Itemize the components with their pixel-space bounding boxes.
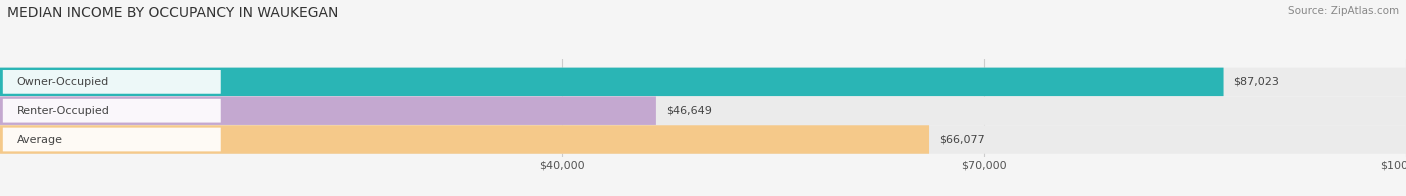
FancyBboxPatch shape — [0, 96, 1406, 125]
Text: $46,649: $46,649 — [665, 106, 711, 116]
Text: Average: Average — [17, 134, 63, 144]
FancyBboxPatch shape — [3, 128, 221, 151]
FancyBboxPatch shape — [0, 68, 1223, 96]
Text: Source: ZipAtlas.com: Source: ZipAtlas.com — [1288, 6, 1399, 16]
FancyBboxPatch shape — [3, 99, 221, 122]
FancyBboxPatch shape — [3, 70, 221, 94]
Text: $66,077: $66,077 — [939, 134, 984, 144]
FancyBboxPatch shape — [0, 125, 929, 154]
FancyBboxPatch shape — [0, 125, 1406, 154]
Text: MEDIAN INCOME BY OCCUPANCY IN WAUKEGAN: MEDIAN INCOME BY OCCUPANCY IN WAUKEGAN — [7, 6, 339, 20]
Text: Renter-Occupied: Renter-Occupied — [17, 106, 110, 116]
FancyBboxPatch shape — [0, 96, 655, 125]
Text: Owner-Occupied: Owner-Occupied — [17, 77, 110, 87]
Text: $87,023: $87,023 — [1233, 77, 1279, 87]
FancyBboxPatch shape — [0, 68, 1406, 96]
